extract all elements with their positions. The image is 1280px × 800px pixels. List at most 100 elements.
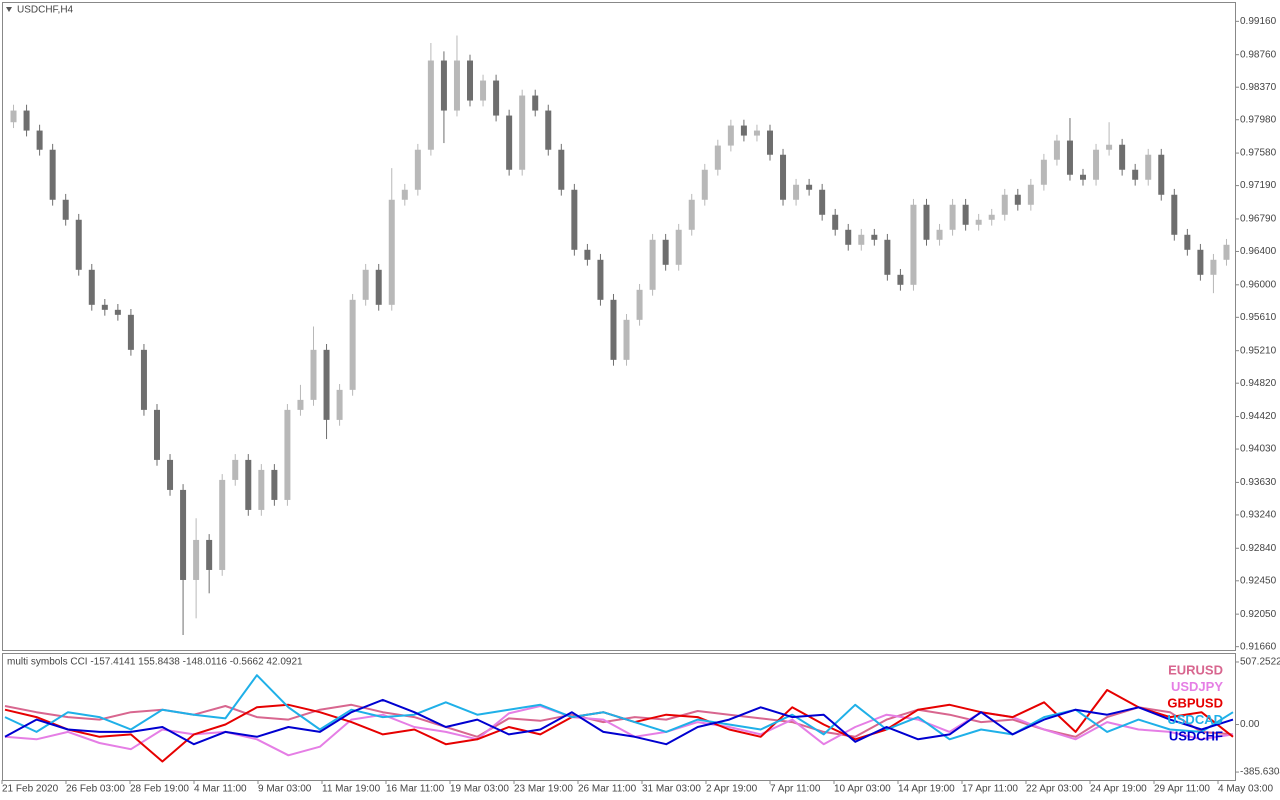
candle-body bbox=[610, 299, 617, 360]
candle-body bbox=[245, 459, 252, 510]
candle-body bbox=[440, 60, 447, 111]
candle-body bbox=[675, 229, 682, 265]
x-tick-label: 31 Mar 03:00 bbox=[642, 784, 701, 795]
y-tick-label: -385.6304 bbox=[1240, 767, 1280, 778]
candle-body bbox=[1119, 144, 1126, 170]
candle-body bbox=[1184, 234, 1191, 250]
x-tick-label: 29 Apr 11:00 bbox=[1154, 784, 1210, 795]
legend-entry: USDCHF bbox=[1169, 728, 1223, 743]
candle-body bbox=[884, 239, 891, 275]
y-tick-label: 0.96000 bbox=[1240, 279, 1277, 290]
menu-triangle[interactable] bbox=[6, 7, 12, 12]
y-tick-label: 0.97190 bbox=[1240, 180, 1277, 191]
candle-body bbox=[819, 189, 826, 215]
candle-body bbox=[388, 199, 395, 305]
legend-entry: USDCAD bbox=[1167, 712, 1223, 727]
candle-body bbox=[180, 489, 187, 580]
x-tick-label: 4 May 03:00 bbox=[1218, 784, 1273, 795]
candle-body bbox=[636, 289, 643, 320]
candle-body bbox=[623, 319, 630, 360]
candle-body bbox=[858, 234, 865, 245]
y-tick-label: 0.95210 bbox=[1240, 345, 1277, 356]
candle-body bbox=[558, 149, 565, 190]
candle-body bbox=[975, 219, 982, 225]
candle-body bbox=[480, 80, 487, 101]
candle-body bbox=[649, 239, 656, 290]
candle-body bbox=[258, 469, 265, 510]
cci-line bbox=[4, 689, 1234, 763]
y-tick-label: 0.96790 bbox=[1240, 214, 1277, 225]
y-tick-label: 0.94030 bbox=[1240, 444, 1277, 455]
x-tick-label: 21 Feb 2020 bbox=[2, 784, 59, 795]
y-tick-label: 0.93630 bbox=[1240, 477, 1277, 488]
candle-body bbox=[806, 184, 813, 190]
y-tick-label: 0.00 bbox=[1240, 719, 1260, 730]
candle-body bbox=[271, 469, 278, 500]
x-tick-label: 10 Apr 03:00 bbox=[834, 784, 891, 795]
candle-body bbox=[688, 199, 695, 230]
candle-body bbox=[897, 274, 904, 285]
candle-body bbox=[310, 349, 317, 400]
chart-title: USDCHF,H4 bbox=[17, 5, 74, 16]
y-tick-label: 0.95610 bbox=[1240, 312, 1277, 323]
x-tick-label: 17 Apr 11:00 bbox=[962, 784, 1018, 795]
candle-body bbox=[401, 189, 408, 200]
candle-body bbox=[362, 269, 369, 300]
cci-line bbox=[4, 703, 1234, 738]
y-tick-label: 0.97580 bbox=[1240, 148, 1277, 159]
candle-body bbox=[701, 169, 708, 200]
candle-body bbox=[923, 204, 930, 240]
candle-body bbox=[167, 459, 174, 490]
x-tick-label: 4 Mar 11:00 bbox=[194, 784, 247, 795]
candle-body bbox=[127, 314, 134, 350]
y-tick-label: 0.92840 bbox=[1240, 543, 1277, 554]
candle-body bbox=[1223, 244, 1230, 260]
candle-body bbox=[453, 60, 460, 111]
candle-body bbox=[545, 110, 552, 150]
candle-body bbox=[153, 409, 160, 460]
candle-body bbox=[349, 299, 356, 390]
candle-body bbox=[1145, 154, 1152, 180]
y-tick-label: 0.93240 bbox=[1240, 510, 1277, 521]
x-tick-label: 14 Apr 19:00 bbox=[898, 784, 955, 795]
y-tick-label: 0.91660 bbox=[1240, 641, 1277, 652]
candle-body bbox=[727, 125, 734, 146]
x-tick-label: 22 Apr 03:00 bbox=[1026, 784, 1083, 795]
candle-body bbox=[1014, 194, 1021, 205]
candle-body bbox=[101, 304, 108, 310]
candle-body bbox=[832, 214, 839, 230]
candle-body bbox=[467, 60, 474, 101]
candle-body bbox=[493, 80, 500, 116]
candle-body bbox=[1001, 194, 1008, 215]
candle-body bbox=[988, 214, 995, 220]
candle-body bbox=[49, 149, 56, 200]
candle-body bbox=[1080, 174, 1087, 180]
legend-entry: USDJPY bbox=[1171, 679, 1223, 694]
candle-body bbox=[1066, 140, 1073, 175]
candle-body bbox=[740, 125, 747, 136]
cci-line bbox=[4, 674, 1234, 741]
candle-body bbox=[297, 399, 304, 410]
candle-body bbox=[910, 204, 917, 285]
candle-body bbox=[323, 349, 330, 420]
candle-body bbox=[532, 95, 539, 111]
candle-body bbox=[506, 115, 513, 170]
indicator-title: multi symbols CCI -157.4141 155.8438 -14… bbox=[7, 657, 303, 668]
candle-body bbox=[284, 409, 291, 500]
legend-entry: EURUSD bbox=[1168, 662, 1223, 677]
y-tick-label: 0.96400 bbox=[1240, 246, 1277, 257]
x-tick-label: 23 Mar 19:00 bbox=[514, 784, 573, 795]
candle-body bbox=[10, 110, 17, 123]
x-tick-label: 7 Apr 11:00 bbox=[770, 784, 821, 795]
candle-body bbox=[36, 130, 43, 150]
candle-body bbox=[375, 269, 382, 305]
candle-body bbox=[871, 234, 878, 240]
candle-body bbox=[1093, 149, 1100, 180]
candle-body bbox=[23, 110, 30, 131]
candle-body bbox=[193, 539, 200, 580]
x-tick-label: 26 Mar 11:00 bbox=[578, 784, 637, 795]
candle-body bbox=[232, 459, 239, 480]
candle-body bbox=[1210, 259, 1217, 275]
candle-body bbox=[1132, 169, 1139, 180]
